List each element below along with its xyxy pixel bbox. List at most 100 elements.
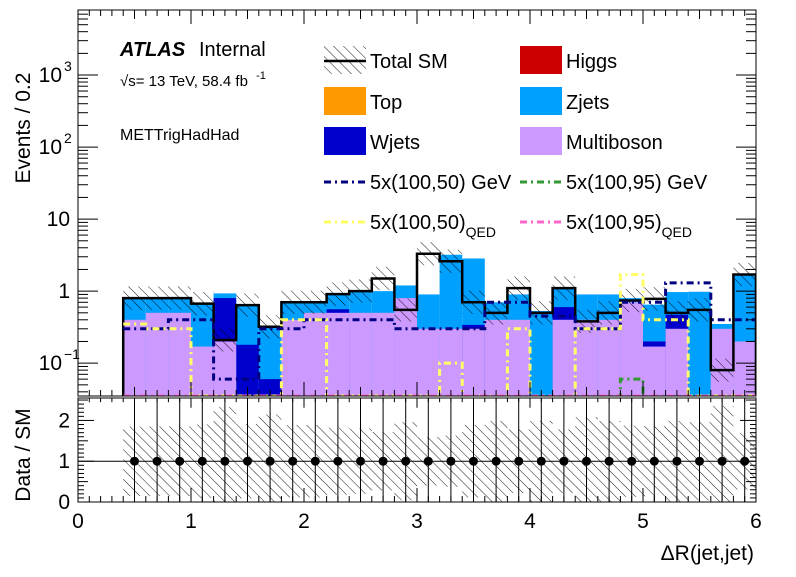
top-y-tick-label: 10 bbox=[39, 64, 62, 87]
ratio-point-11 bbox=[378, 456, 388, 466]
legend-swatch-multiboson bbox=[520, 127, 562, 155]
ratio-point-1 bbox=[152, 456, 162, 466]
legend-text: 5x(100,50) bbox=[370, 212, 466, 234]
x-tick-label: 3 bbox=[411, 510, 423, 533]
bar-multiboson-4 bbox=[213, 341, 237, 396]
x-tick-label: 1 bbox=[185, 510, 197, 533]
bar-wjets-5 bbox=[236, 344, 259, 396]
ratio-point-4 bbox=[220, 456, 230, 466]
ratio-point-26 bbox=[717, 456, 727, 466]
top-panel bbox=[121, 242, 756, 396]
top-y-tick-sup: 3 bbox=[64, 58, 72, 74]
ratio-point-0 bbox=[130, 456, 139, 466]
ratio-panel bbox=[78, 398, 756, 502]
legend-label-total_sm: Total SM bbox=[370, 51, 448, 73]
legend-label-zjets: Zjets bbox=[566, 92, 609, 114]
bar-multiboson-23 bbox=[643, 346, 666, 396]
bar-multiboson-8 bbox=[304, 312, 327, 396]
ratio-point-21 bbox=[604, 456, 614, 466]
internal-label: Internal bbox=[199, 39, 266, 61]
x-tick-label: 0 bbox=[72, 510, 84, 533]
ratio-point-3 bbox=[197, 456, 207, 466]
legend-label-wjets: Wjets bbox=[370, 132, 420, 154]
bar-multiboson-27 bbox=[733, 341, 756, 396]
legend-subscript: QED bbox=[466, 224, 496, 240]
legend-label-top: Top bbox=[370, 92, 402, 114]
x-tick-label: 6 bbox=[750, 510, 762, 533]
legend-swatch-wjets bbox=[324, 127, 366, 155]
ratio-point-13 bbox=[423, 456, 433, 466]
legend-text: Wjets bbox=[370, 132, 420, 154]
bar-multiboson-15 bbox=[462, 328, 485, 396]
bar-multiboson-20 bbox=[575, 319, 598, 396]
legend-text: 5x(100,95) bbox=[566, 212, 662, 234]
bar-zjets-6 bbox=[258, 326, 282, 396]
energy-label: √s= 13 TeV, 58.4 fb -1 bbox=[120, 70, 266, 90]
legend-text: Multiboson bbox=[566, 132, 663, 154]
legend-text: 5x(100,50) GeV bbox=[370, 172, 512, 194]
energy-text: √s= 13 TeV, 58.4 fb bbox=[120, 73, 248, 90]
legend-swatch-higgs bbox=[520, 46, 562, 74]
legend-label-sig4: 5x(100,95)QED bbox=[566, 212, 692, 240]
bar-multiboson-24 bbox=[665, 328, 689, 396]
legend-swatch-zjets bbox=[520, 87, 562, 115]
top-y-tick-label: 10 bbox=[39, 136, 62, 159]
x-axis-label: ΔR(jet,jet) bbox=[661, 542, 754, 565]
bar-multiboson-3 bbox=[191, 346, 214, 396]
legend-text: Total SM bbox=[370, 51, 448, 73]
ratio-point-18 bbox=[536, 456, 546, 466]
legend-subscript: QED bbox=[662, 224, 692, 240]
top-y-axis-label: Events / 0.2 bbox=[12, 73, 35, 184]
bar-multiboson-2 bbox=[168, 312, 191, 396]
top-y-tick-sup: −1 bbox=[64, 346, 80, 362]
bar-multiboson-22 bbox=[620, 302, 643, 396]
bar-multiboson-17 bbox=[507, 319, 530, 396]
ratio-point-10 bbox=[356, 456, 365, 466]
x-tick-label: 4 bbox=[524, 510, 536, 533]
ratio-point-22 bbox=[627, 456, 637, 466]
bar-multiboson-16 bbox=[484, 319, 508, 396]
ratio-y-tick-label: 1 bbox=[58, 450, 70, 473]
ratio-point-23 bbox=[649, 456, 659, 466]
legend: Total SM Higgs Top Zjets Wjets Multiboson 5x(1… bbox=[324, 46, 708, 240]
ratio-point-12 bbox=[401, 456, 411, 466]
bar-multiboson-9 bbox=[326, 312, 350, 396]
region-label: METTrigHadHad bbox=[120, 127, 239, 144]
atlas-label: ATLAS bbox=[119, 39, 186, 61]
bar-multiboson-7 bbox=[281, 319, 304, 396]
total-sm-line bbox=[121, 252, 756, 396]
ratio-y-tick-label: 0 bbox=[58, 491, 70, 514]
legend-text: Top bbox=[370, 92, 402, 114]
bar-wjets-6 bbox=[258, 379, 282, 396]
top-y-tick-label: 1 bbox=[58, 280, 70, 303]
ratio-point-14 bbox=[446, 456, 456, 466]
ratio-point-9 bbox=[333, 456, 343, 466]
ratio-y-tick-label: 2 bbox=[58, 409, 70, 432]
ratio-point-2 bbox=[175, 456, 185, 466]
legend-label-multiboson: Multiboson bbox=[566, 132, 663, 154]
signal-line-2 bbox=[123, 273, 756, 396]
legend-swatch-top bbox=[324, 87, 366, 115]
ratio-point-8 bbox=[310, 456, 320, 466]
top-y-tick-label: 10 bbox=[39, 352, 62, 375]
signal-line-0 bbox=[123, 281, 756, 381]
ratio-y-axis-label: Data / SM bbox=[12, 408, 35, 501]
legend-text: 5x(100,95) GeV bbox=[566, 172, 708, 194]
bar-zjets-18 bbox=[530, 310, 553, 396]
ratio-point-15 bbox=[469, 456, 478, 466]
bar-multiboson-0 bbox=[123, 319, 146, 396]
bar-multiboson-1 bbox=[145, 312, 169, 396]
ratio-point-17 bbox=[514, 456, 524, 466]
legend-label-sig1: 5x(100,50) GeV bbox=[370, 172, 512, 194]
legend-label-sig3: 5x(100,50)QED bbox=[370, 212, 496, 240]
ratio-point-24 bbox=[672, 456, 682, 466]
energy-sup: -1 bbox=[256, 70, 266, 82]
legend-label-sig2: 5x(100,95) GeV bbox=[566, 172, 708, 194]
legend-label-higgs: Higgs bbox=[566, 51, 617, 73]
bar-multiboson-13 bbox=[417, 328, 440, 396]
bar-multiboson-11 bbox=[371, 312, 395, 396]
ratio-point-16 bbox=[491, 456, 501, 466]
